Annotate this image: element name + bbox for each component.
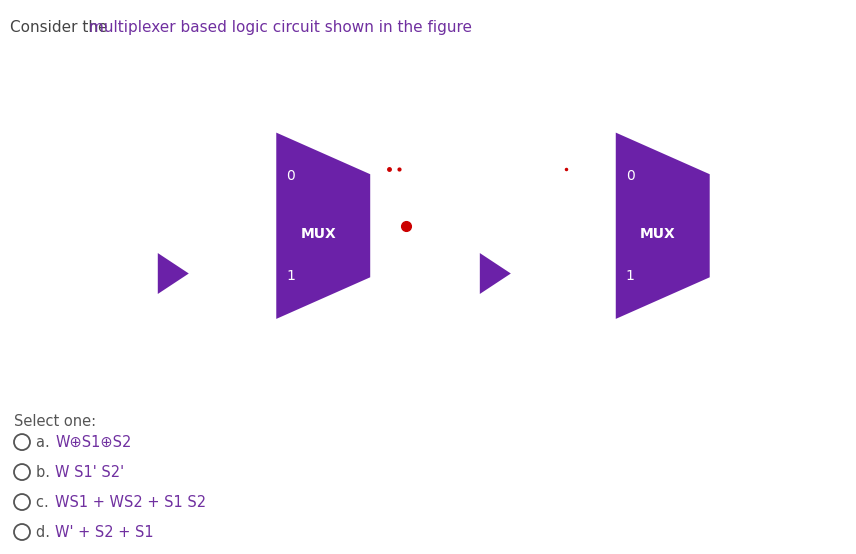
Text: d.: d.	[36, 525, 55, 540]
Text: Consider the: Consider the	[10, 20, 112, 35]
Text: MUX: MUX	[640, 227, 675, 241]
Polygon shape	[479, 250, 514, 296]
Text: 1: 1	[626, 269, 635, 283]
Text: W' + S2 + S1: W' + S2 + S1	[56, 525, 154, 540]
Text: 0: 0	[287, 169, 295, 183]
Polygon shape	[157, 250, 192, 296]
Text: S: S	[661, 386, 670, 401]
Text: W⊕S1⊕S2: W⊕S1⊕S2	[56, 434, 132, 450]
Text: b.: b.	[36, 465, 55, 480]
Text: F: F	[797, 217, 806, 235]
Text: 1: 1	[287, 269, 295, 283]
Text: 1: 1	[336, 397, 343, 407]
Text: multiplexer based logic circuit shown in the figure: multiplexer based logic circuit shown in…	[89, 20, 473, 35]
Polygon shape	[275, 130, 372, 321]
Text: 2: 2	[675, 397, 682, 407]
Text: W: W	[29, 169, 46, 187]
Text: S: S	[321, 386, 331, 401]
Polygon shape	[615, 130, 711, 321]
Text: MUX: MUX	[300, 227, 336, 241]
Text: Select one:: Select one:	[14, 414, 96, 429]
Text: W S1' S2': W S1' S2'	[56, 465, 125, 480]
Text: a.: a.	[36, 434, 55, 450]
Text: c.: c.	[36, 495, 53, 510]
Text: WS1 + WS2 + S1 S2: WS1 + WS2 + S1 S2	[56, 495, 206, 510]
Text: 0: 0	[626, 169, 634, 183]
